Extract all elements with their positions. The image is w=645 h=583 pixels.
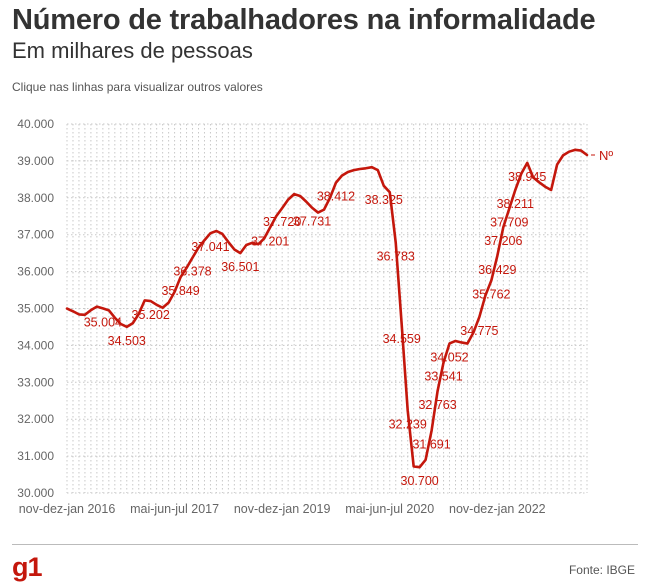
- data-label: 36.783: [377, 250, 415, 264]
- data-label: 34.775: [460, 324, 498, 338]
- chart-title: Número de trabalhadores na informalidade: [12, 4, 596, 36]
- data-label: 33.541: [424, 369, 462, 383]
- y-tick-label: 34.000: [17, 338, 54, 352]
- x-tick-label: mai-jun-jul 2020: [345, 502, 434, 516]
- chart-subtitle: Em milhares de pessoas: [12, 38, 253, 63]
- data-label: 35.202: [132, 308, 170, 322]
- x-tick-label: nov-dez-jan 2019: [234, 502, 331, 516]
- chart-hint: Clique nas linhas para visualizar outros…: [12, 80, 263, 94]
- data-label: 34.052: [430, 350, 468, 364]
- data-label: 35.762: [472, 287, 510, 301]
- y-tick-label: 39.000: [17, 154, 54, 168]
- data-label: 36.501: [221, 260, 259, 274]
- data-label: 38.211: [497, 197, 534, 211]
- data-label: 36.378: [173, 265, 211, 279]
- data-label: 35.004: [84, 315, 122, 329]
- data-label: 38.325: [365, 193, 403, 207]
- data-label: 32.763: [418, 398, 456, 412]
- data-label: 34.559: [383, 332, 421, 346]
- footer-divider: [12, 544, 638, 545]
- data-label: 34.503: [108, 334, 146, 348]
- data-label: 32.239: [389, 417, 427, 431]
- x-tick-label: nov-dez-jan 2016: [19, 502, 116, 516]
- y-tick-label: 40.000: [17, 117, 54, 131]
- data-label: 37.041: [191, 240, 229, 254]
- data-label: 35.849: [161, 284, 199, 298]
- data-label: 37.720: [263, 215, 301, 229]
- y-tick-label: 35.000: [17, 302, 54, 316]
- data-label: 37.201: [251, 234, 289, 248]
- data-label: 38.945: [508, 170, 546, 184]
- data-label: 30.700: [401, 474, 439, 488]
- y-tick-label: 38.000: [17, 191, 54, 205]
- y-tick-label: 32.000: [17, 412, 54, 426]
- y-tick-label: 33.000: [17, 375, 54, 389]
- y-tick-label: 30.000: [17, 486, 54, 500]
- data-label: 37.206: [484, 234, 522, 248]
- y-tick-label: 31.000: [17, 449, 54, 463]
- y-tick-label: 36.000: [17, 265, 54, 279]
- data-label: 36.429: [478, 263, 516, 277]
- g1-logo[interactable]: g1: [12, 552, 42, 582]
- source-note: Fonte: IBGE: [568, 563, 635, 577]
- data-label: 38.412: [317, 190, 355, 204]
- x-tick-label: mai-jun-jul 2017: [130, 502, 219, 516]
- series-line[interactable]: [65, 148, 589, 469]
- data-label: 37.731: [293, 215, 331, 229]
- data-label: 31.691: [412, 438, 450, 452]
- series-end-label: Nº: [599, 148, 613, 163]
- x-tick-label: nov-dez-jan 2022: [449, 502, 546, 516]
- data-label: 37.709: [490, 216, 528, 230]
- y-tick-label: 37.000: [17, 228, 54, 242]
